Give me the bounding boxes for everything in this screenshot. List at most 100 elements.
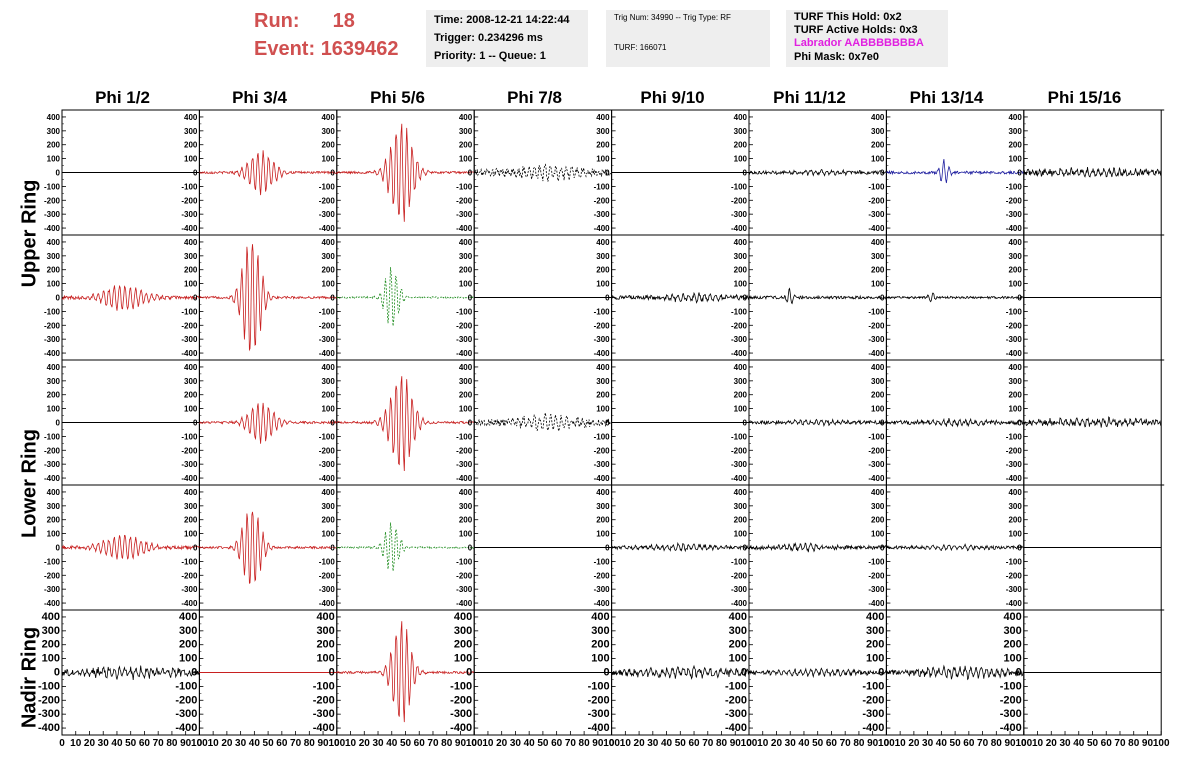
y-tick-label: -100 <box>319 182 336 191</box>
x-tick-label: 0 <box>471 738 477 749</box>
y-tick-label: 300 <box>321 127 335 136</box>
y-tick-label: 0 <box>330 544 335 553</box>
y-tick-label: 100 <box>47 405 61 414</box>
y-tick-label: 200 <box>47 141 61 150</box>
time-info-box: Time: 2008-12-21 14:22:44 Trigger: 0.234… <box>426 10 588 67</box>
y-tick-label: 0 <box>880 294 885 303</box>
x-tick-label: 70 <box>840 738 852 749</box>
y-tick-label: 400 <box>871 238 885 247</box>
y-tick-label: -100 <box>456 307 473 316</box>
turf-active-holds-text: TURF Active Holds: 0x3 <box>794 24 918 36</box>
y-tick-label: -100 <box>456 557 473 566</box>
y-tick-label: -100 <box>1006 557 1023 566</box>
x-tick-label: 20 <box>908 738 920 749</box>
y-tick-label: -200 <box>181 321 198 330</box>
y-tick-label: 100 <box>454 653 472 665</box>
waveform-trace <box>199 402 338 444</box>
x-tick-label: 60 <box>688 738 700 749</box>
y-tick-label: -400 <box>456 224 473 233</box>
y-tick-label: -300 <box>181 335 198 344</box>
y-tick-label: 300 <box>591 625 609 637</box>
y-tick-label: 100 <box>459 405 473 414</box>
y-tick-label: -300 <box>588 708 610 720</box>
y-tick-label: -100 <box>588 680 610 692</box>
y-tick-label: -100 <box>868 307 885 316</box>
y-tick-label: 100 <box>871 530 885 539</box>
y-tick-label: 0 <box>880 419 885 428</box>
y-tick-label: -400 <box>38 722 60 734</box>
y-tick-label: -100 <box>731 557 748 566</box>
y-tick-label: 300 <box>47 252 61 261</box>
x-tick-label: 90 <box>317 738 329 749</box>
x-tick-label: 100 <box>191 738 208 749</box>
y-tick-label: -300 <box>456 585 473 594</box>
x-tick-label: 10 <box>345 738 357 749</box>
y-tick-label: 400 <box>47 488 61 497</box>
y-tick-label: 200 <box>734 141 748 150</box>
x-tick-label: 20 <box>221 738 233 749</box>
x-tick-label: 30 <box>372 738 384 749</box>
y-tick-label: 300 <box>871 502 885 511</box>
y-tick-label: -400 <box>594 599 611 608</box>
y-tick-label: 300 <box>321 377 335 386</box>
y-tick-label: 200 <box>321 516 335 525</box>
waveform-trace <box>748 287 887 305</box>
y-tick-label: 0 <box>56 294 61 303</box>
x-tick-label: 10 <box>208 738 220 749</box>
waveform-trace <box>61 284 200 311</box>
y-tick-label: 300 <box>459 252 473 261</box>
y-tick-label: -200 <box>181 196 198 205</box>
y-tick-label: 400 <box>596 238 610 247</box>
y-tick-label: -200 <box>456 446 473 455</box>
y-tick-label: -300 <box>319 585 336 594</box>
y-tick-label: 400 <box>321 238 335 247</box>
y-tick-label: -200 <box>319 196 336 205</box>
y-tick-label: 300 <box>454 625 472 637</box>
y-tick-label: -400 <box>313 722 335 734</box>
y-tick-label: -200 <box>319 321 336 330</box>
y-tick-label: -200 <box>588 694 610 706</box>
waveform-trace <box>886 158 1025 184</box>
y-tick-label: -200 <box>313 694 335 706</box>
y-tick-label: 0 <box>880 169 885 178</box>
run-event-box: Run: 18 Event: 1639462 <box>248 8 418 68</box>
x-tick-label: 10 <box>70 738 82 749</box>
x-tick-label: 40 <box>798 738 810 749</box>
y-tick-label: -400 <box>868 349 885 358</box>
y-tick-label: 200 <box>1008 141 1022 150</box>
y-tick-label: 400 <box>1008 238 1022 247</box>
column-header-phi-7-8: Phi 7/8 <box>507 88 562 107</box>
x-tick-label: 70 <box>1114 738 1126 749</box>
y-tick-label: 100 <box>1008 530 1022 539</box>
waveform-trace <box>886 417 1025 428</box>
y-tick-label: 400 <box>321 363 335 372</box>
x-tick-label: 100 <box>1015 738 1032 749</box>
y-tick-label: 0 <box>468 419 473 428</box>
y-tick-label: -400 <box>450 722 472 734</box>
y-tick-label: 300 <box>729 625 747 637</box>
y-tick-label: 400 <box>734 238 748 247</box>
waveform-trace <box>886 664 1025 681</box>
x-tick-label: 0 <box>197 738 203 749</box>
y-tick-label: 300 <box>1008 377 1022 386</box>
y-tick-label: 400 <box>316 611 334 623</box>
y-tick-label: -100 <box>594 557 611 566</box>
y-tick-label: 200 <box>734 516 748 525</box>
x-tick-label: 30 <box>647 738 659 749</box>
y-tick-label: -100 <box>181 182 198 191</box>
y-tick-label: 0 <box>330 419 335 428</box>
panel-frame <box>611 484 750 611</box>
y-tick-label: -400 <box>44 474 61 483</box>
y-tick-label: -400 <box>319 224 336 233</box>
y-tick-label: -100 <box>456 182 473 191</box>
y-tick-label: 100 <box>1003 653 1021 665</box>
y-tick-label: 300 <box>1008 502 1022 511</box>
y-tick-label: 0 <box>56 544 61 553</box>
x-tick-label: 50 <box>812 738 824 749</box>
x-tick-label: 70 <box>702 738 714 749</box>
y-tick-label: 200 <box>179 639 197 651</box>
y-tick-label: -400 <box>588 722 610 734</box>
y-tick-label: -200 <box>594 446 611 455</box>
y-tick-label: 200 <box>47 516 61 525</box>
y-tick-label: -400 <box>44 349 61 358</box>
